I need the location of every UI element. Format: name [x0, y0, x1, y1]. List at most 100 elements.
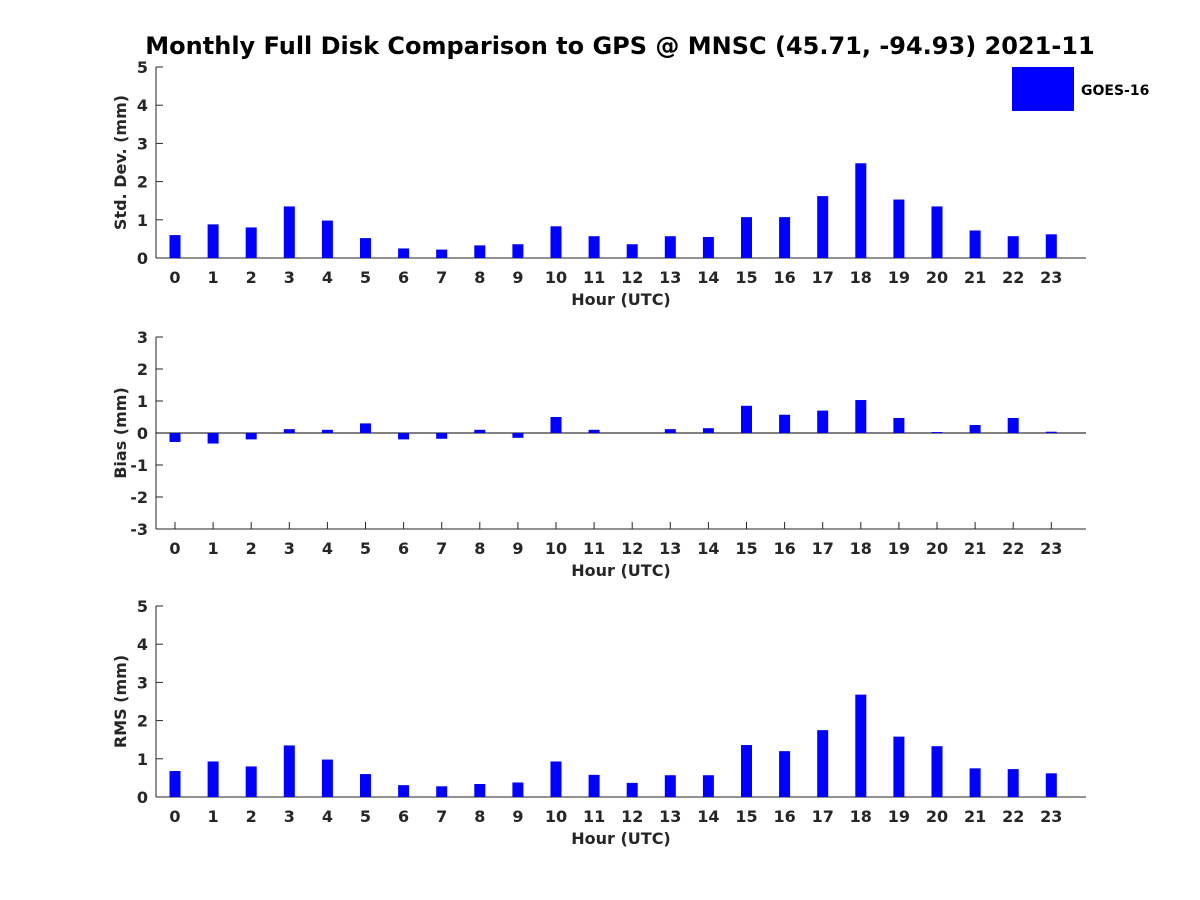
bar-bias-hour-11 [588, 429, 600, 433]
bar-bias-hour-9 [512, 433, 524, 438]
x-tick-label: 18 [850, 807, 872, 826]
bar-rms-hour-8 [474, 784, 486, 797]
x-tick-label: 12 [621, 268, 643, 287]
y-tick-label: 0 [137, 249, 148, 268]
bar-bias-hour-4 [321, 429, 333, 433]
bar-bias-hour-22 [1007, 417, 1019, 433]
y-tick-label: 2 [137, 360, 148, 379]
x-tick-label: 8 [474, 268, 485, 287]
bar-std-dev-hour-23 [1045, 234, 1057, 258]
bar-rms-hour-4 [321, 759, 333, 797]
x-tick-label: 7 [436, 539, 447, 558]
y-tick-label: -3 [130, 520, 148, 539]
bar-std-dev-hour-2 [245, 227, 257, 258]
bar-std-dev-hour-22 [1007, 236, 1019, 258]
bar-std-dev-hour-15 [741, 217, 752, 258]
y-tick-label: 1 [137, 392, 148, 411]
legend: GOES-16 [1012, 67, 1149, 111]
x-tick-label: 20 [926, 268, 948, 287]
x-tick-label: 20 [926, 539, 948, 558]
bar-std-dev-hour-3 [283, 206, 295, 258]
bar-rms-hour-11 [588, 774, 600, 797]
bar-std-dev-hour-1 [207, 224, 219, 258]
x-tick-label: 16 [773, 807, 795, 826]
bar-bias-hour-10 [550, 417, 562, 433]
bar-rms-hour-14 [702, 775, 714, 797]
y-tick-label: 5 [137, 58, 148, 77]
bar-rms-hour-2 [245, 766, 257, 797]
bar-rms-hour-10 [550, 761, 562, 797]
x-tick-label: 2 [246, 539, 257, 558]
x-tick-label: 17 [812, 807, 834, 826]
bar-std-dev-hour-21 [969, 230, 981, 258]
x-tick-label: 13 [659, 539, 681, 558]
bar-rms-hour-12 [626, 782, 638, 797]
bar-rms-hour-0 [169, 771, 181, 797]
x-tick-label: 16 [773, 539, 795, 558]
x-tick-label: 4 [322, 807, 333, 826]
x-tick-label: 14 [697, 539, 719, 558]
bar-std-dev-hour-16 [779, 217, 791, 258]
bar-bias-hour-15 [741, 405, 752, 433]
x-tick-label: 10 [545, 539, 567, 558]
x-tick-label: 13 [659, 268, 681, 287]
x-tick-label: 5 [360, 807, 371, 826]
bar-bias-hour-6 [398, 433, 410, 440]
y-tick-label: 2 [137, 173, 148, 192]
x-tick-label: 17 [812, 268, 834, 287]
legend-swatch [1012, 67, 1074, 111]
chart-title: Monthly Full Disk Comparison to GPS @ MN… [145, 32, 1094, 60]
x-tick-label: 0 [169, 807, 180, 826]
y-tick-label: 4 [137, 635, 148, 654]
x-tick-label: 23 [1040, 268, 1062, 287]
bar-bias-hour-5 [360, 423, 371, 433]
x-tick-label: 22 [1002, 268, 1024, 287]
x-tick-label: 22 [1002, 539, 1024, 558]
bar-bias-hour-17 [817, 410, 829, 433]
bar-rms-hour-7 [436, 786, 448, 797]
x-tick-label: 21 [964, 539, 986, 558]
y-tick-label: 5 [137, 597, 148, 616]
x-tick-label: 11 [583, 268, 605, 287]
x-tick-label: 2 [246, 807, 257, 826]
bar-rms-hour-21 [969, 768, 981, 797]
bar-bias-hour-16 [779, 414, 791, 433]
bar-rms-hour-16 [779, 751, 791, 797]
x-tick-label: 5 [360, 539, 371, 558]
bar-rms-hour-22 [1007, 769, 1019, 797]
y-tick-label: 0 [137, 788, 148, 807]
bar-bias-hour-13 [664, 429, 676, 433]
bar-std-dev-hour-12 [626, 244, 638, 258]
y-tick-label: 3 [137, 328, 148, 347]
bar-std-dev-hour-6 [398, 248, 410, 258]
bar-bias-hour-18 [855, 400, 867, 433]
y-tick-label: 1 [137, 750, 148, 769]
x-tick-label: 15 [735, 268, 757, 287]
bar-std-dev-hour-20 [931, 206, 943, 258]
y-tick-label: 1 [137, 211, 148, 230]
x-tick-label: 9 [512, 539, 523, 558]
x-tick-label: 19 [888, 539, 910, 558]
y-tick-label: 4 [137, 96, 148, 115]
x-tick-label: 12 [621, 807, 643, 826]
x-tick-label: 4 [322, 539, 333, 558]
bar-std-dev-hour-14 [702, 236, 714, 258]
bar-bias-hour-20 [931, 432, 943, 433]
bar-bias-hour-1 [207, 433, 219, 444]
x-tick-label: 14 [697, 807, 719, 826]
x-tick-label: 6 [398, 268, 409, 287]
y-tick-label: 3 [137, 673, 148, 692]
y-axis-label: Std. Dev. (mm) [111, 95, 130, 230]
y-tick-label: 0 [137, 424, 148, 443]
bar-rms-hour-9 [512, 782, 524, 797]
bar-rms-hour-15 [741, 745, 752, 797]
x-tick-label: 7 [436, 268, 447, 287]
bar-rms-hour-3 [283, 745, 295, 797]
x-tick-label: 7 [436, 807, 447, 826]
x-tick-label: 21 [964, 268, 986, 287]
x-tick-label: 5 [360, 268, 371, 287]
bar-std-dev-hour-13 [664, 236, 676, 258]
bar-bias-hour-8 [474, 429, 486, 433]
